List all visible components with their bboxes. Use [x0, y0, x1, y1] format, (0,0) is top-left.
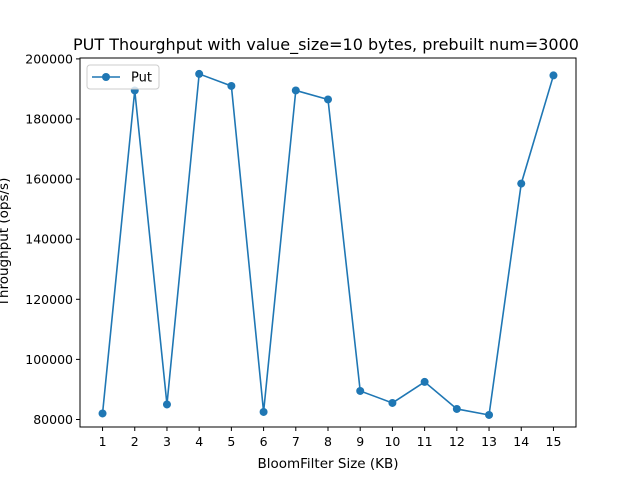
x-tick-label: 10 — [384, 434, 400, 449]
data-point — [517, 179, 526, 188]
x-axis-label: BloomFilter Size (KB) — [257, 456, 398, 472]
x-tick-label: 3 — [163, 434, 171, 449]
x-tick-label: 13 — [481, 434, 497, 449]
plot-area: 1 2 3 4 5 6 7 8 9 10 11 12 13 14 158000010000012000014… — [25, 51, 577, 449]
data-point — [195, 69, 204, 78]
x-tick-label: 1 — [99, 434, 107, 449]
y-tick-label: 180000 — [25, 111, 73, 126]
data-point — [227, 81, 236, 90]
x-tick-label: 5 — [227, 434, 235, 449]
chart-title: PUT Thourghput with value_size=10 bytes,… — [73, 35, 579, 55]
legend-marker — [102, 73, 110, 81]
y-tick-label: 140000 — [25, 232, 73, 247]
y-tick-label: 120000 — [25, 292, 73, 307]
data-point — [485, 410, 494, 419]
data-point — [356, 386, 365, 395]
x-tick-label: 15 — [546, 434, 562, 449]
x-tick-label: 2 — [131, 434, 139, 449]
y-axis-label: Throughput (ops/s) — [0, 178, 12, 308]
data-point — [324, 95, 332, 104]
y-tick-label: 100000 — [25, 352, 73, 367]
x-tick-label: 12 — [449, 434, 465, 449]
legend-label: Put — [131, 71, 152, 86]
data-point — [549, 71, 558, 80]
legend: Put — [86, 64, 160, 90]
x-tick-label: 14 — [513, 434, 529, 449]
data-point — [162, 400, 171, 409]
data-point — [420, 377, 429, 386]
x-tick-label: 11 — [417, 434, 433, 449]
x-tick-label: 6 — [260, 434, 268, 449]
data-point — [291, 86, 300, 95]
y-tick-label: 200000 — [25, 51, 73, 66]
y-tick-label: 80000 — [33, 412, 73, 427]
y-tick-label: 160000 — [25, 172, 73, 187]
x-tick-label: 8 — [324, 434, 332, 449]
legend-box — [86, 64, 160, 90]
data-point — [98, 409, 107, 418]
data-point — [452, 404, 461, 413]
x-tick-label: 9 — [356, 434, 364, 449]
data-point — [259, 407, 268, 416]
axes-frame — [79, 57, 577, 428]
x-tick-label: 7 — [292, 434, 300, 449]
x-tick-label: 4 — [195, 434, 203, 449]
data-point — [388, 398, 397, 407]
series-line-put — [101, 72, 555, 416]
